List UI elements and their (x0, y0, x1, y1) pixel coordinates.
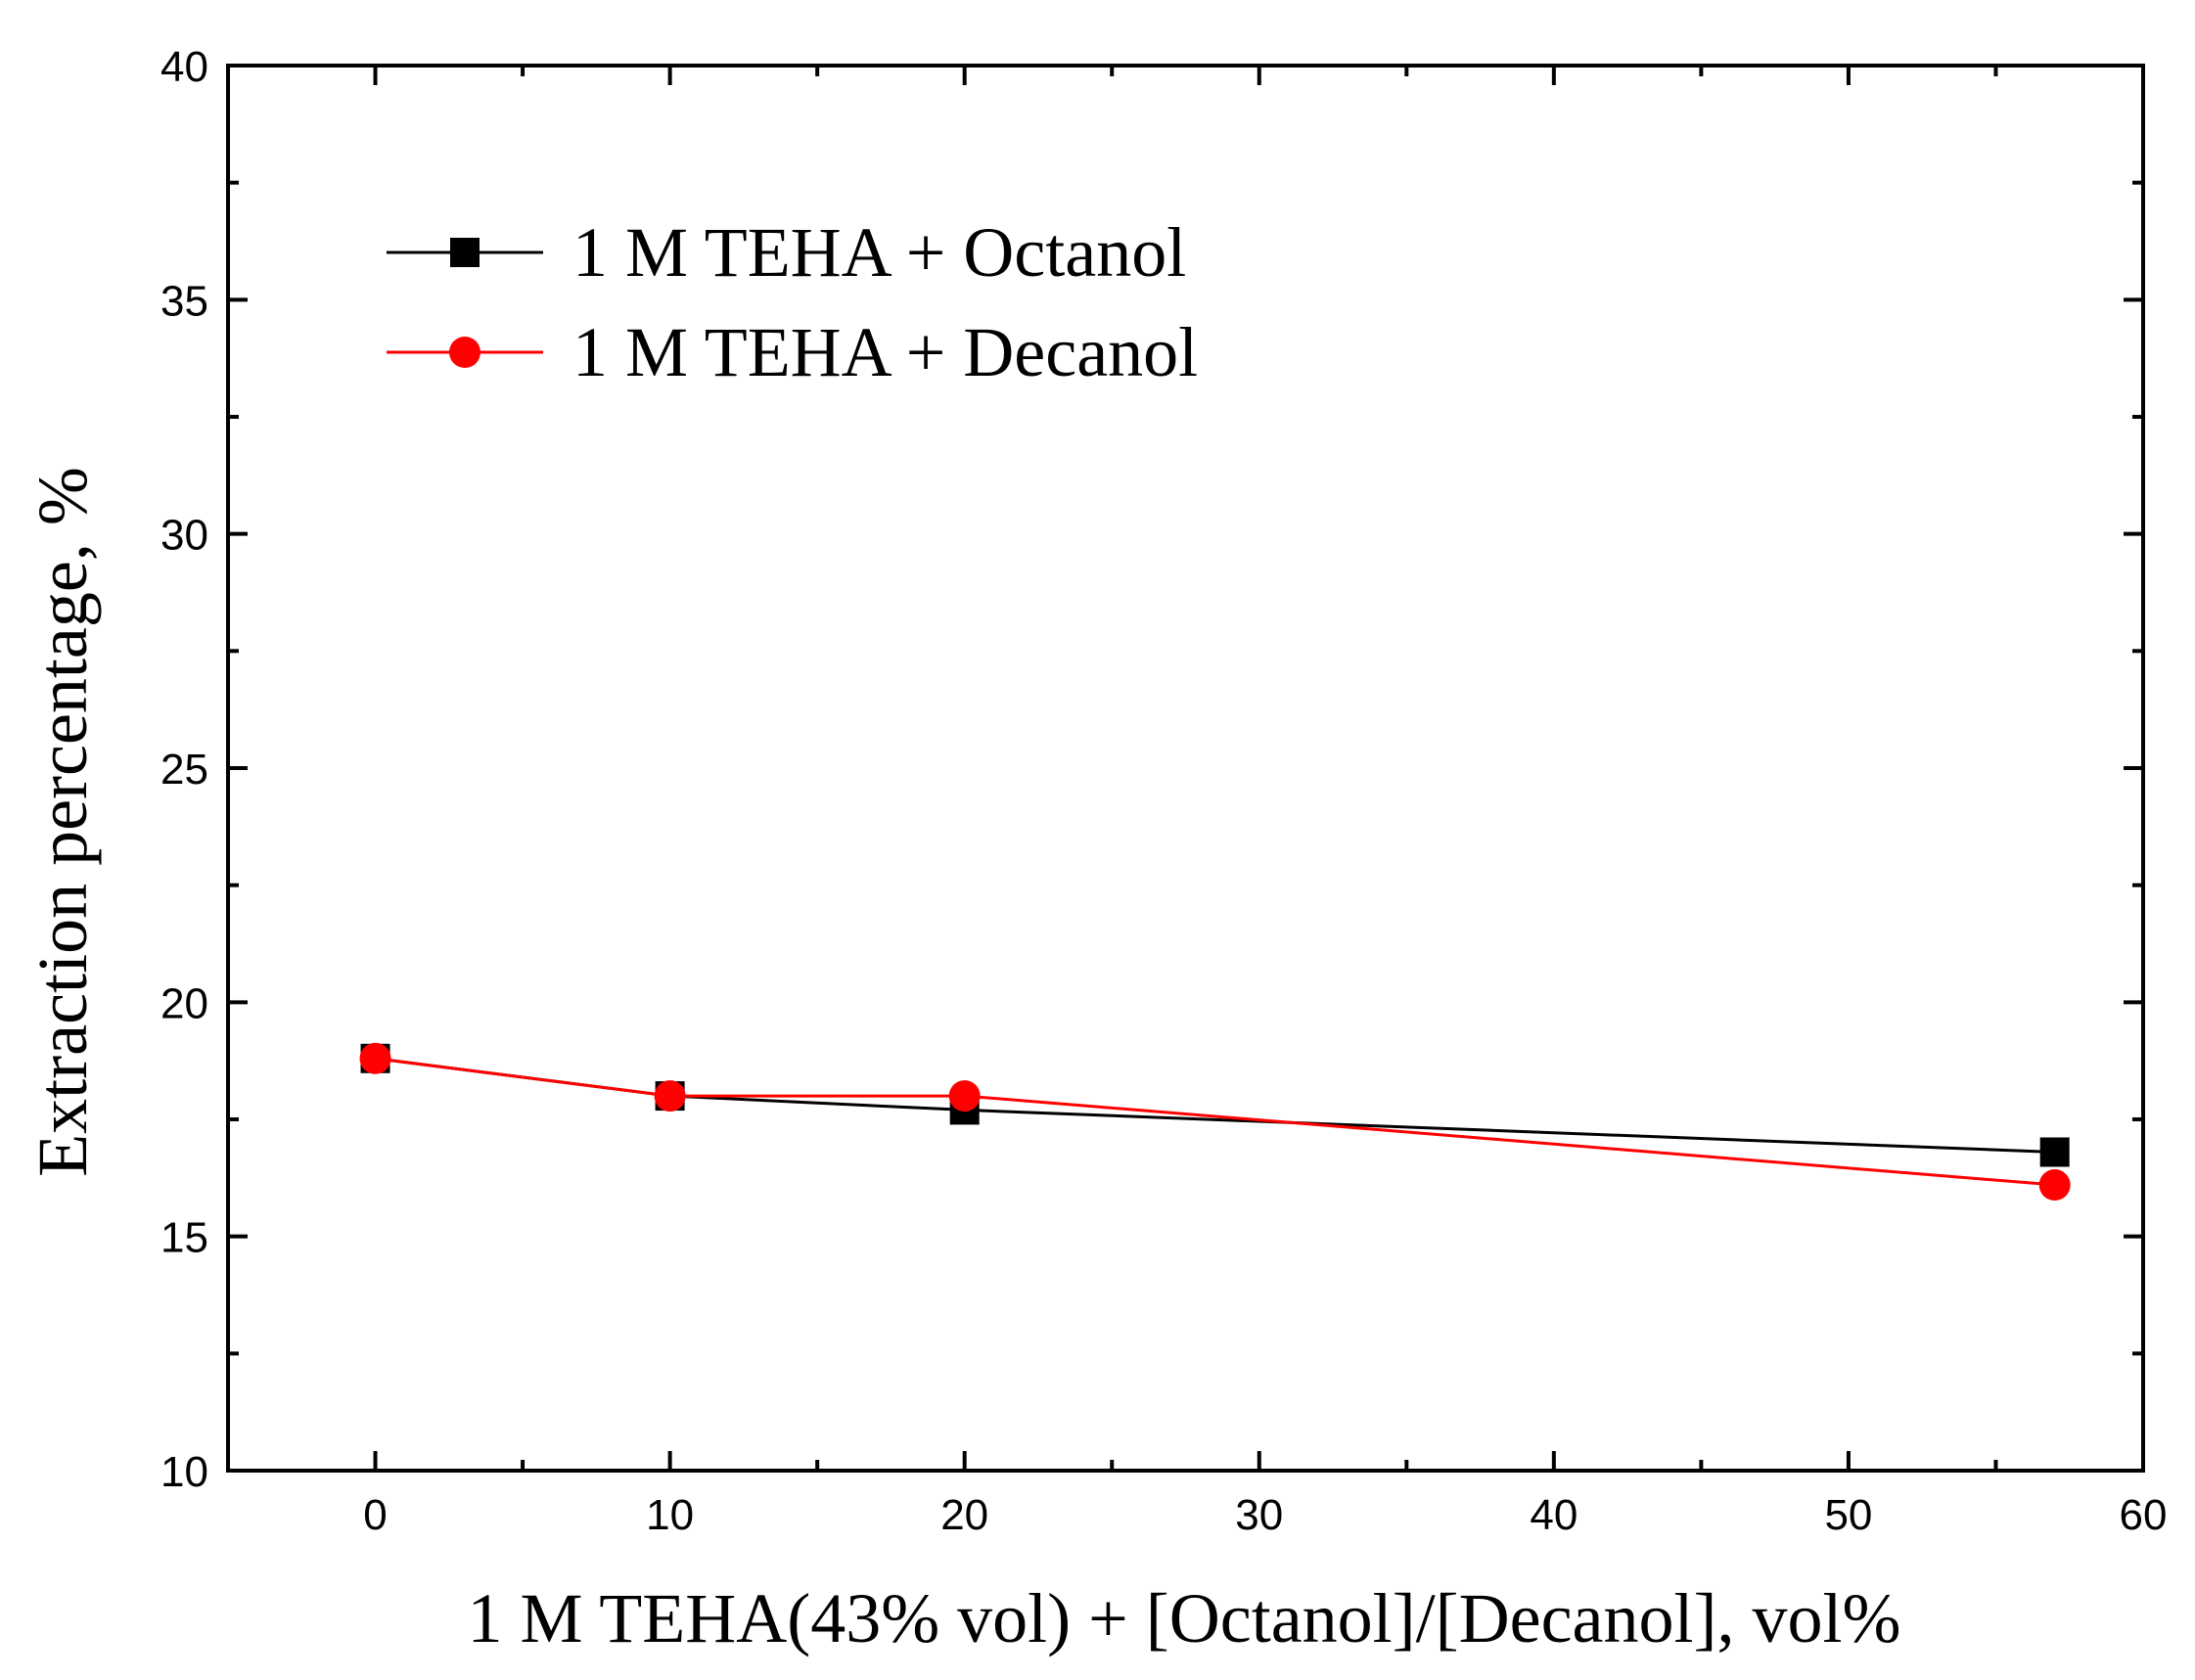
series-layer (359, 1042, 2071, 1202)
series-decanol (359, 1042, 2071, 1202)
y-axis-title: Extraction percentage, % (23, 467, 102, 1177)
x-tick-label: 20 (940, 1491, 988, 1539)
axes: 0 10 20 30 40 50 60 10 15 20 25 30 35 40 (160, 43, 2167, 1539)
series-line-decanol (375, 1057, 2055, 1187)
data-point-decanol (654, 1080, 686, 1112)
y-tick-label: 10 (160, 1448, 208, 1496)
y-tick-label: 25 (160, 746, 208, 794)
x-tick-label: 30 (1235, 1491, 1283, 1539)
x-axis-title: 1 M TEHA(43% vol) + [Octanol]/[Decanol],… (468, 1579, 1901, 1657)
legend-item-decanol: 1 M TEHA + Decanol (387, 313, 1198, 391)
legend-label-octanol: 1 M TEHA + Octanol (572, 213, 1186, 292)
x-tick-label: 40 (1530, 1491, 1578, 1539)
y-tick-label: 15 (160, 1214, 208, 1262)
data-point-decanol (2038, 1169, 2071, 1202)
y-tick-label: 20 (160, 979, 208, 1027)
y-tick-label: 35 (160, 277, 208, 325)
x-tick-label: 60 (2120, 1491, 2168, 1539)
y-tick-label: 30 (160, 512, 208, 560)
x-tick-label: 0 (363, 1491, 387, 1539)
x-tick-label: 10 (646, 1491, 694, 1539)
y-tick-label: 40 (160, 43, 208, 91)
legend-marker-octanol (450, 238, 480, 267)
data-point-octanol (2039, 1137, 2070, 1167)
data-point-decanol (359, 1042, 391, 1074)
legend-marker-decanol (449, 337, 480, 368)
legend-label-decanol: 1 M TEHA + Decanol (572, 313, 1198, 391)
data-point-decanol (948, 1080, 981, 1112)
x-tick-label: 50 (1824, 1491, 1872, 1539)
legend: 1 M TEHA + Octanol 1 M TEHA + Decanol (387, 213, 1198, 391)
legend-item-octanol: 1 M TEHA + Octanol (387, 213, 1186, 292)
